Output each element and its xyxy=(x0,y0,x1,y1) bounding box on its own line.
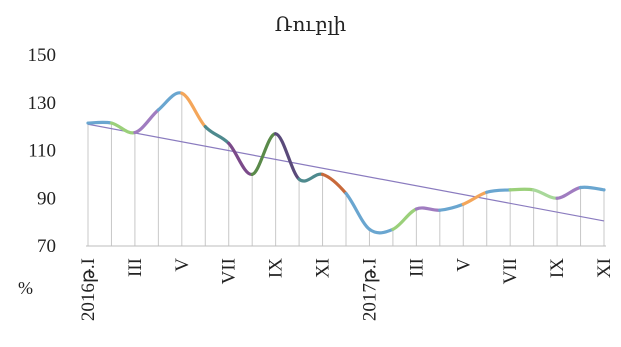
series-segment xyxy=(438,202,465,212)
series-segment xyxy=(461,190,489,206)
x-tick-label: VII xyxy=(500,258,521,284)
series-segment xyxy=(180,91,207,129)
y-tick-label: 130 xyxy=(28,93,57,114)
x-tick-label: III xyxy=(406,258,427,277)
series-segment xyxy=(532,188,559,200)
y-tick-label: 90 xyxy=(37,188,56,209)
y-tick-label: 70 xyxy=(37,236,56,257)
series-segment xyxy=(344,191,372,231)
x-tick-label: VII xyxy=(219,258,240,284)
series-segment xyxy=(297,172,325,183)
series-segment xyxy=(320,172,348,196)
x-tick-label: 2017թ.I xyxy=(359,258,380,321)
x-tick-label: III xyxy=(125,258,146,277)
series-segment xyxy=(227,141,254,176)
x-tick-label: XI xyxy=(313,258,334,278)
series-segment xyxy=(555,185,583,200)
series-segment xyxy=(156,91,184,112)
x-tick-label: V xyxy=(172,258,193,272)
series-segment xyxy=(508,187,536,192)
y-tick-label: 110 xyxy=(28,141,56,162)
trend-line xyxy=(87,123,605,222)
series-segment xyxy=(367,227,395,235)
series-segment xyxy=(133,108,160,135)
x-tick-label: V xyxy=(453,258,474,272)
x-tick-label: IX xyxy=(266,258,287,278)
x-tick-label: 2016թ.I xyxy=(78,258,99,321)
series-segment xyxy=(86,120,114,125)
x-tick-label: XI xyxy=(594,258,615,278)
series-segment xyxy=(274,132,301,181)
chart-title: Ռուբլի xyxy=(274,12,347,36)
series-segment xyxy=(250,132,278,176)
y-tick-label: 150 xyxy=(28,45,57,66)
series-segment xyxy=(391,207,418,231)
x-tick-label: IX xyxy=(547,258,568,278)
series-segment xyxy=(109,121,137,135)
series-segment xyxy=(414,206,442,212)
series-segment xyxy=(485,188,512,194)
series-segment xyxy=(203,125,231,145)
series-segment xyxy=(578,185,606,192)
y-axis-unit-label: % xyxy=(18,278,33,298)
